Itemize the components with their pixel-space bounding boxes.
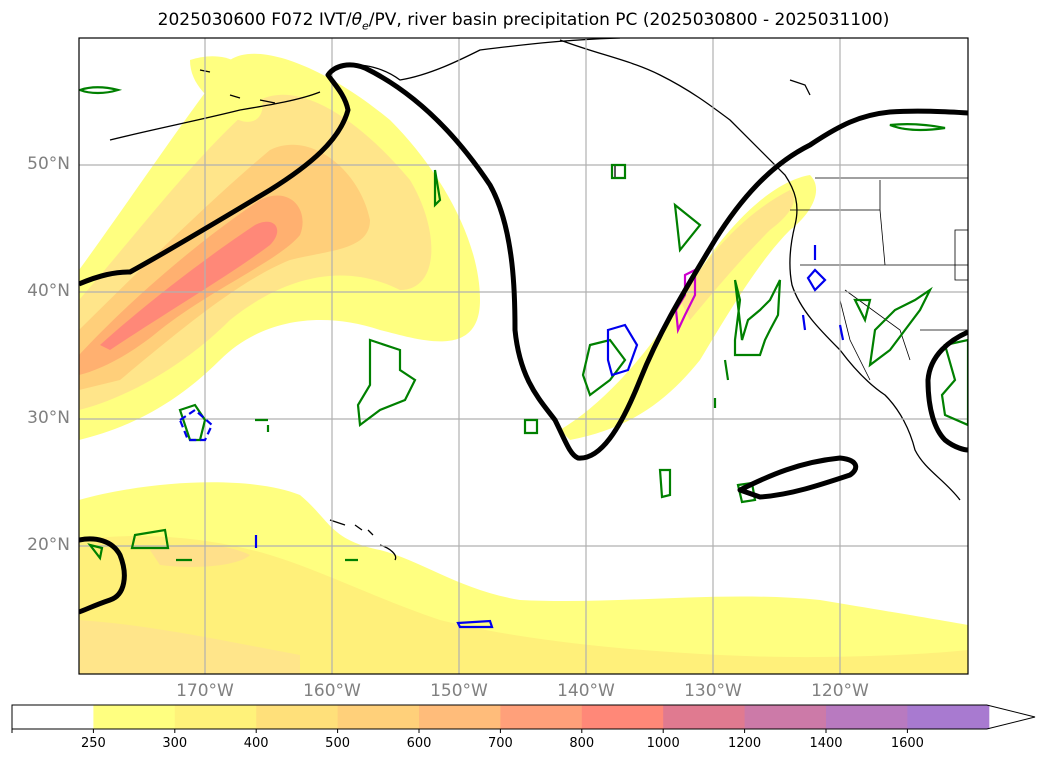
map-plot-area [79,38,968,674]
lat-label-40n: 40°N [27,281,70,301]
lon-label-120w: 120°W [811,681,869,701]
colorbar-tick-label: 250 [80,736,106,751]
lat-label-30n: 30°N [27,408,70,428]
colorbar-tick-label: 1200 [728,736,762,751]
colorbar-segment [744,705,827,729]
colorbar-segment [12,705,94,729]
map-frame [78,37,969,675]
colorbar-segment [663,705,746,729]
colorbar-tick-label: 1400 [809,736,843,751]
colorbar-segment [826,705,908,729]
colorbar-tick-label: 700 [487,736,513,751]
pv-contours [79,62,968,615]
colorbar-tick-label: 1000 [646,736,680,751]
lat-label-20n: 20°N [27,535,70,555]
colorbar-tick-label: 600 [406,736,432,751]
lon-label-140w: 140°W [557,681,615,701]
map-title: 2025030600 F072 IVT/θe/PV, river basin p… [157,10,890,33]
colorbar-segment [256,705,339,729]
colorbar-segment [907,705,990,729]
lon-label-160w: 160°W [303,681,361,701]
colorbar-segment [500,705,583,729]
colorbar-segment [581,705,664,729]
lat-label-50n: 50°N [27,154,70,174]
colorbar-tick-label: 500 [325,736,350,751]
colorbar-segment [419,705,501,729]
colorbar [11,704,1036,733]
colorbar-tick-label: 1600 [890,736,924,751]
lon-label-130w: 130°W [684,681,742,701]
blue-contours [178,245,845,629]
lon-label-150w: 150°W [430,681,488,701]
colorbar-tick-label: 800 [569,736,595,751]
colorbar-tick-label: 300 [162,736,188,751]
gridlines [79,38,968,674]
colorbar-tick-label: 400 [243,736,269,751]
colorbar-segment [174,705,257,729]
lon-label-170w: 170°W [176,681,234,701]
colorbar-outline [11,704,1036,730]
colorbar-segment [93,705,176,729]
colorbar-segment [337,705,420,729]
green-contours [79,86,968,562]
